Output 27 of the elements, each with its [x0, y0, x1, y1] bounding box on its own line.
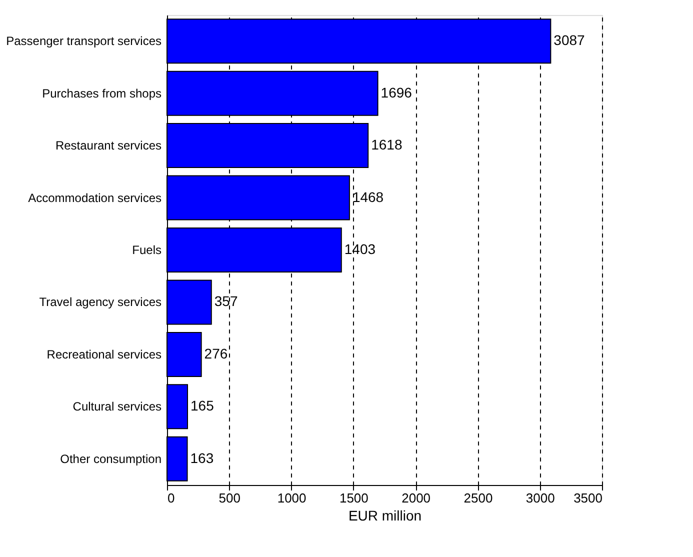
y-tick-label: Other consumption	[60, 452, 162, 466]
x-tick-label: 3500	[574, 490, 602, 506]
data-label: 1696	[380, 84, 412, 100]
data-label: 276	[204, 345, 228, 362]
data-label: 1468	[352, 188, 384, 205]
data-label: 163	[190, 450, 214, 466]
x-tick-label: 1000	[277, 490, 306, 506]
x-tick-label: 500	[218, 490, 240, 506]
y-tick-label: Purchases from shops	[42, 86, 162, 100]
y-tick-label: Passenger transport services	[6, 34, 162, 48]
x-tick-label: 1500	[339, 490, 368, 506]
y-tick-label: Cultural services	[72, 400, 162, 414]
x-tick-label: 2000	[402, 490, 431, 506]
data-label: 1403	[344, 241, 376, 257]
data-label: 3087	[554, 32, 586, 48]
x-axis-title: EUR million	[348, 508, 422, 524]
y-tick-label: Accommodation services	[28, 190, 162, 205]
y-tick-label: Restaurant services	[55, 138, 162, 153]
x-tick-label: 2500	[464, 490, 493, 506]
data-label: 165	[190, 398, 214, 414]
x-tick-label: 3000	[526, 490, 555, 506]
data-label: 357	[214, 293, 238, 310]
y-tick-label: Fuels	[132, 243, 162, 257]
data-label: 1618	[371, 136, 402, 153]
x-tick-label: 0	[168, 490, 175, 506]
y-tick-label: Recreational services	[46, 347, 162, 362]
y-tick-label: Travel agency services	[39, 295, 162, 310]
